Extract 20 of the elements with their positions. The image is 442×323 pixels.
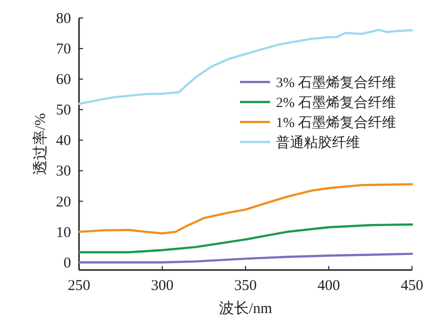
y-tick-label: 80 xyxy=(56,11,71,27)
legend-label: 普通粘胶纤维 xyxy=(276,134,360,151)
x-axis-title: 波长/nm xyxy=(218,300,272,317)
y-tick-label: 40 xyxy=(56,133,71,150)
y-tick-label: 10 xyxy=(56,224,71,241)
y-tick-label: 0 xyxy=(64,255,71,272)
y-tick-label: 20 xyxy=(56,194,71,210)
legend-label: 2% 石墨烯复合纤维 xyxy=(276,95,396,111)
x-tick-label: 350 xyxy=(234,278,257,294)
x-tick-label: 300 xyxy=(151,278,174,294)
y-axis-title: 透过率/% xyxy=(32,113,49,175)
legend-label: 3% 石墨烯复合纤维 xyxy=(276,75,396,91)
legend-label: 1% 石墨烯复合纤维 xyxy=(276,115,396,131)
y-tick-label: 30 xyxy=(56,164,71,180)
x-tick-label: 450 xyxy=(400,278,424,294)
y-tick-label: 50 xyxy=(56,102,71,119)
y-tick-label: 60 xyxy=(56,72,71,88)
x-tick-label: 400 xyxy=(318,278,340,294)
x-tick-label: 250 xyxy=(68,278,90,294)
y-tick-label: 70 xyxy=(56,42,71,58)
